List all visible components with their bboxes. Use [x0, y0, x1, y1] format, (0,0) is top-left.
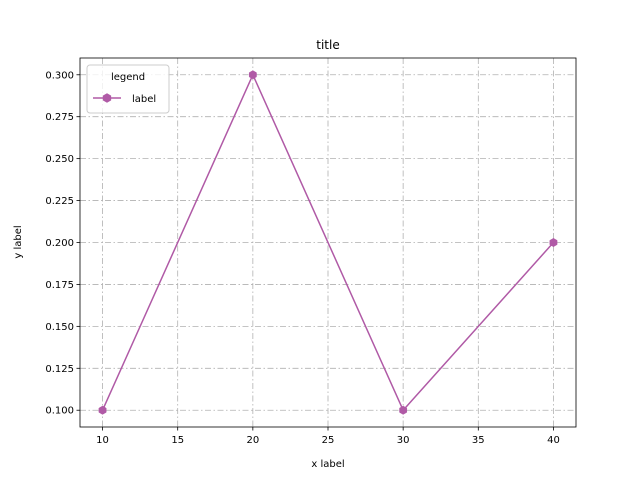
legend-series-marker	[102, 93, 112, 103]
x-tick-label: 30	[397, 435, 410, 446]
x-axis: 10 15 20 25 30 35 40	[96, 427, 560, 446]
x-tick-label: 20	[246, 435, 259, 446]
y-tick-label: 0.250	[45, 154, 74, 165]
x-tick-label: 25	[322, 435, 335, 446]
y-tick-label: 0.150	[45, 322, 74, 333]
data-point	[399, 405, 408, 415]
y-tick-label: 0.300	[45, 70, 74, 81]
legend-series-label: label	[132, 94, 156, 105]
x-tick-label: 35	[472, 435, 485, 446]
x-axis-label: x label	[311, 459, 344, 470]
y-tick-label: 0.275	[45, 112, 74, 123]
x-tick-label: 15	[171, 435, 184, 446]
y-axis: 0.100 0.125 0.150 0.175 0.200 0.225 0.250 0.275…	[45, 70, 80, 417]
x-tick-label: 10	[96, 435, 109, 446]
y-tick-label: 0.225	[45, 196, 74, 207]
x-tick-label: 40	[547, 435, 560, 446]
plot-area	[79, 57, 577, 428]
legend-title: legend	[111, 72, 145, 83]
y-tick-label: 0.125	[45, 364, 74, 375]
data-point	[549, 238, 558, 247]
y-axis-label: y label	[13, 225, 24, 258]
data-point	[98, 405, 107, 415]
y-tick-label: 0.100	[45, 406, 74, 417]
y-tick-label: 0.175	[45, 280, 74, 291]
y-tick-label: 0.200	[45, 238, 74, 249]
series-line	[101, 74, 555, 411]
data-point	[248, 70, 257, 80]
series-layer	[98, 70, 558, 415]
chart-title: title	[316, 38, 339, 52]
legend: legend label	[86, 64, 170, 114]
